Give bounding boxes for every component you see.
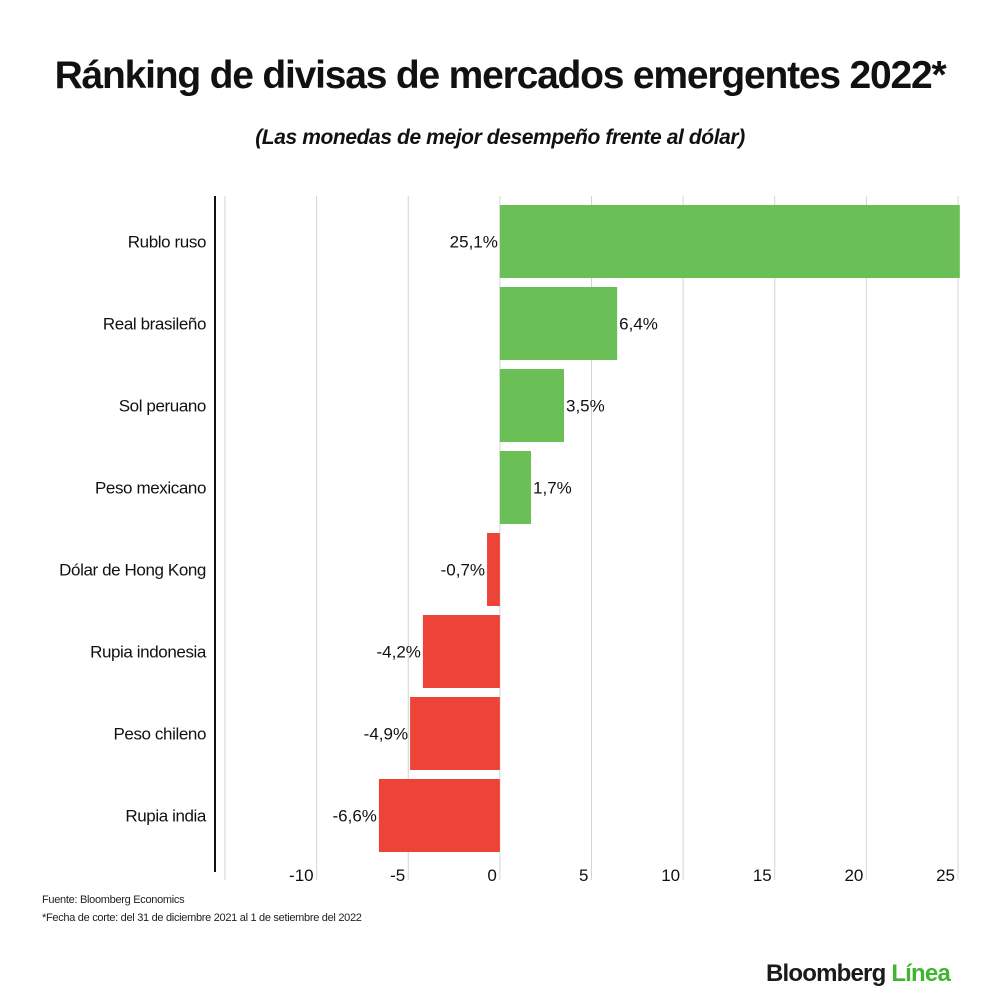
x-tick-label: -5 [390, 866, 405, 885]
bar [499, 451, 532, 524]
bar [499, 205, 960, 278]
x-tick-label: 25 [936, 866, 955, 885]
x-tick-label: 20 [844, 866, 863, 885]
bar [410, 697, 500, 770]
category-label: Real brasileño [103, 315, 206, 334]
data-label: -6,6% [333, 807, 377, 826]
bar [499, 287, 618, 360]
chart-subtitle: (Las monedas de mejor desempeño frente a… [255, 126, 745, 149]
bar [499, 369, 565, 442]
x-tick-label: 0 [487, 866, 496, 885]
category-label: Sol peruano [119, 397, 206, 416]
data-label: -4,9% [364, 725, 408, 744]
x-tick-label: 15 [753, 866, 772, 885]
bar [487, 533, 500, 606]
bar-chart: -10 -5 0 5 10 15 20 25 Rublo ruso 25,1% Real brasi… [59, 196, 960, 885]
x-tick-label: 10 [661, 866, 680, 885]
x-tick-label: -10 [289, 866, 314, 885]
category-label: Rublo ruso [128, 233, 206, 252]
category-label: Rupia indonesia [90, 643, 207, 662]
data-label: 25,1% [450, 233, 498, 252]
category-label: Dólar de Hong Kong [59, 561, 206, 580]
bar [378, 779, 500, 852]
source-note: Fuente: Bloomberg Economics [42, 894, 185, 906]
date-note: *Fecha de corte: del 31 de diciembre 202… [42, 912, 362, 924]
data-label: 1,7% [533, 479, 572, 498]
data-label: 3,5% [566, 397, 605, 416]
bar [422, 615, 500, 688]
category-label: Peso mexicano [95, 479, 206, 498]
data-label: -0,7% [441, 561, 485, 580]
data-label: 6,4% [619, 315, 658, 334]
category-label: Rupia india [125, 807, 207, 826]
category-label: Peso chileno [113, 725, 206, 744]
x-tick-label: 5 [579, 866, 588, 885]
bloomberg-linea-logo: Bloomberg Línea [765, 960, 951, 987]
data-label: -4,2% [376, 643, 420, 662]
chart-title: Ránking de divisas de mercados emergente… [54, 54, 947, 97]
